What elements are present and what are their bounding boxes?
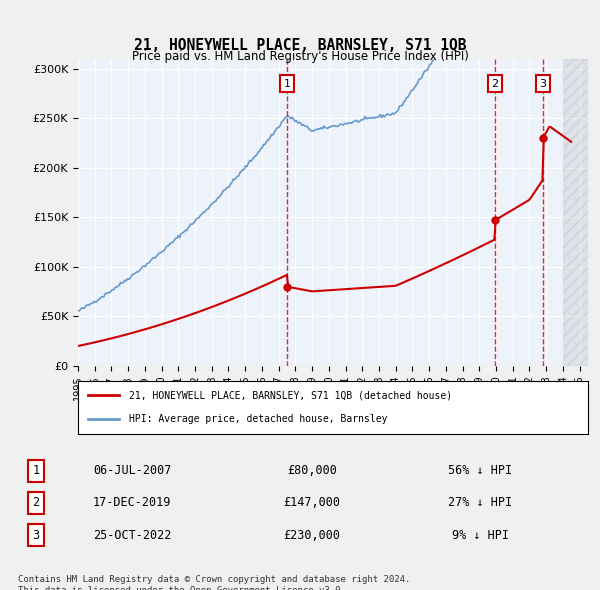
Bar xyxy=(563,59,588,366)
Text: 1: 1 xyxy=(284,78,290,88)
Text: 3: 3 xyxy=(539,78,547,88)
Text: 3: 3 xyxy=(32,529,40,542)
Text: £147,000: £147,000 xyxy=(284,496,341,510)
Text: 2: 2 xyxy=(491,78,498,88)
Text: 56% ↓ HPI: 56% ↓ HPI xyxy=(448,464,512,477)
Text: Contains HM Land Registry data © Crown copyright and database right 2024.
This d: Contains HM Land Registry data © Crown c… xyxy=(18,575,410,590)
Text: 17-DEC-2019: 17-DEC-2019 xyxy=(93,496,171,510)
Text: 21, HONEYWELL PLACE, BARNSLEY, S71 1QB: 21, HONEYWELL PLACE, BARNSLEY, S71 1QB xyxy=(134,38,466,53)
Text: Price paid vs. HM Land Registry's House Price Index (HPI): Price paid vs. HM Land Registry's House … xyxy=(131,50,469,63)
Text: £230,000: £230,000 xyxy=(284,529,341,542)
Text: 27% ↓ HPI: 27% ↓ HPI xyxy=(448,496,512,510)
Text: £80,000: £80,000 xyxy=(287,464,337,477)
Text: 25-OCT-2022: 25-OCT-2022 xyxy=(93,529,171,542)
Text: 21, HONEYWELL PLACE, BARNSLEY, S71 1QB (detached house): 21, HONEYWELL PLACE, BARNSLEY, S71 1QB (… xyxy=(129,391,452,401)
Text: 1: 1 xyxy=(32,464,40,477)
Text: HPI: Average price, detached house, Barnsley: HPI: Average price, detached house, Barn… xyxy=(129,414,388,424)
Text: 9% ↓ HPI: 9% ↓ HPI xyxy=(452,529,509,542)
Text: 06-JUL-2007: 06-JUL-2007 xyxy=(93,464,171,477)
Text: 2: 2 xyxy=(32,496,40,510)
